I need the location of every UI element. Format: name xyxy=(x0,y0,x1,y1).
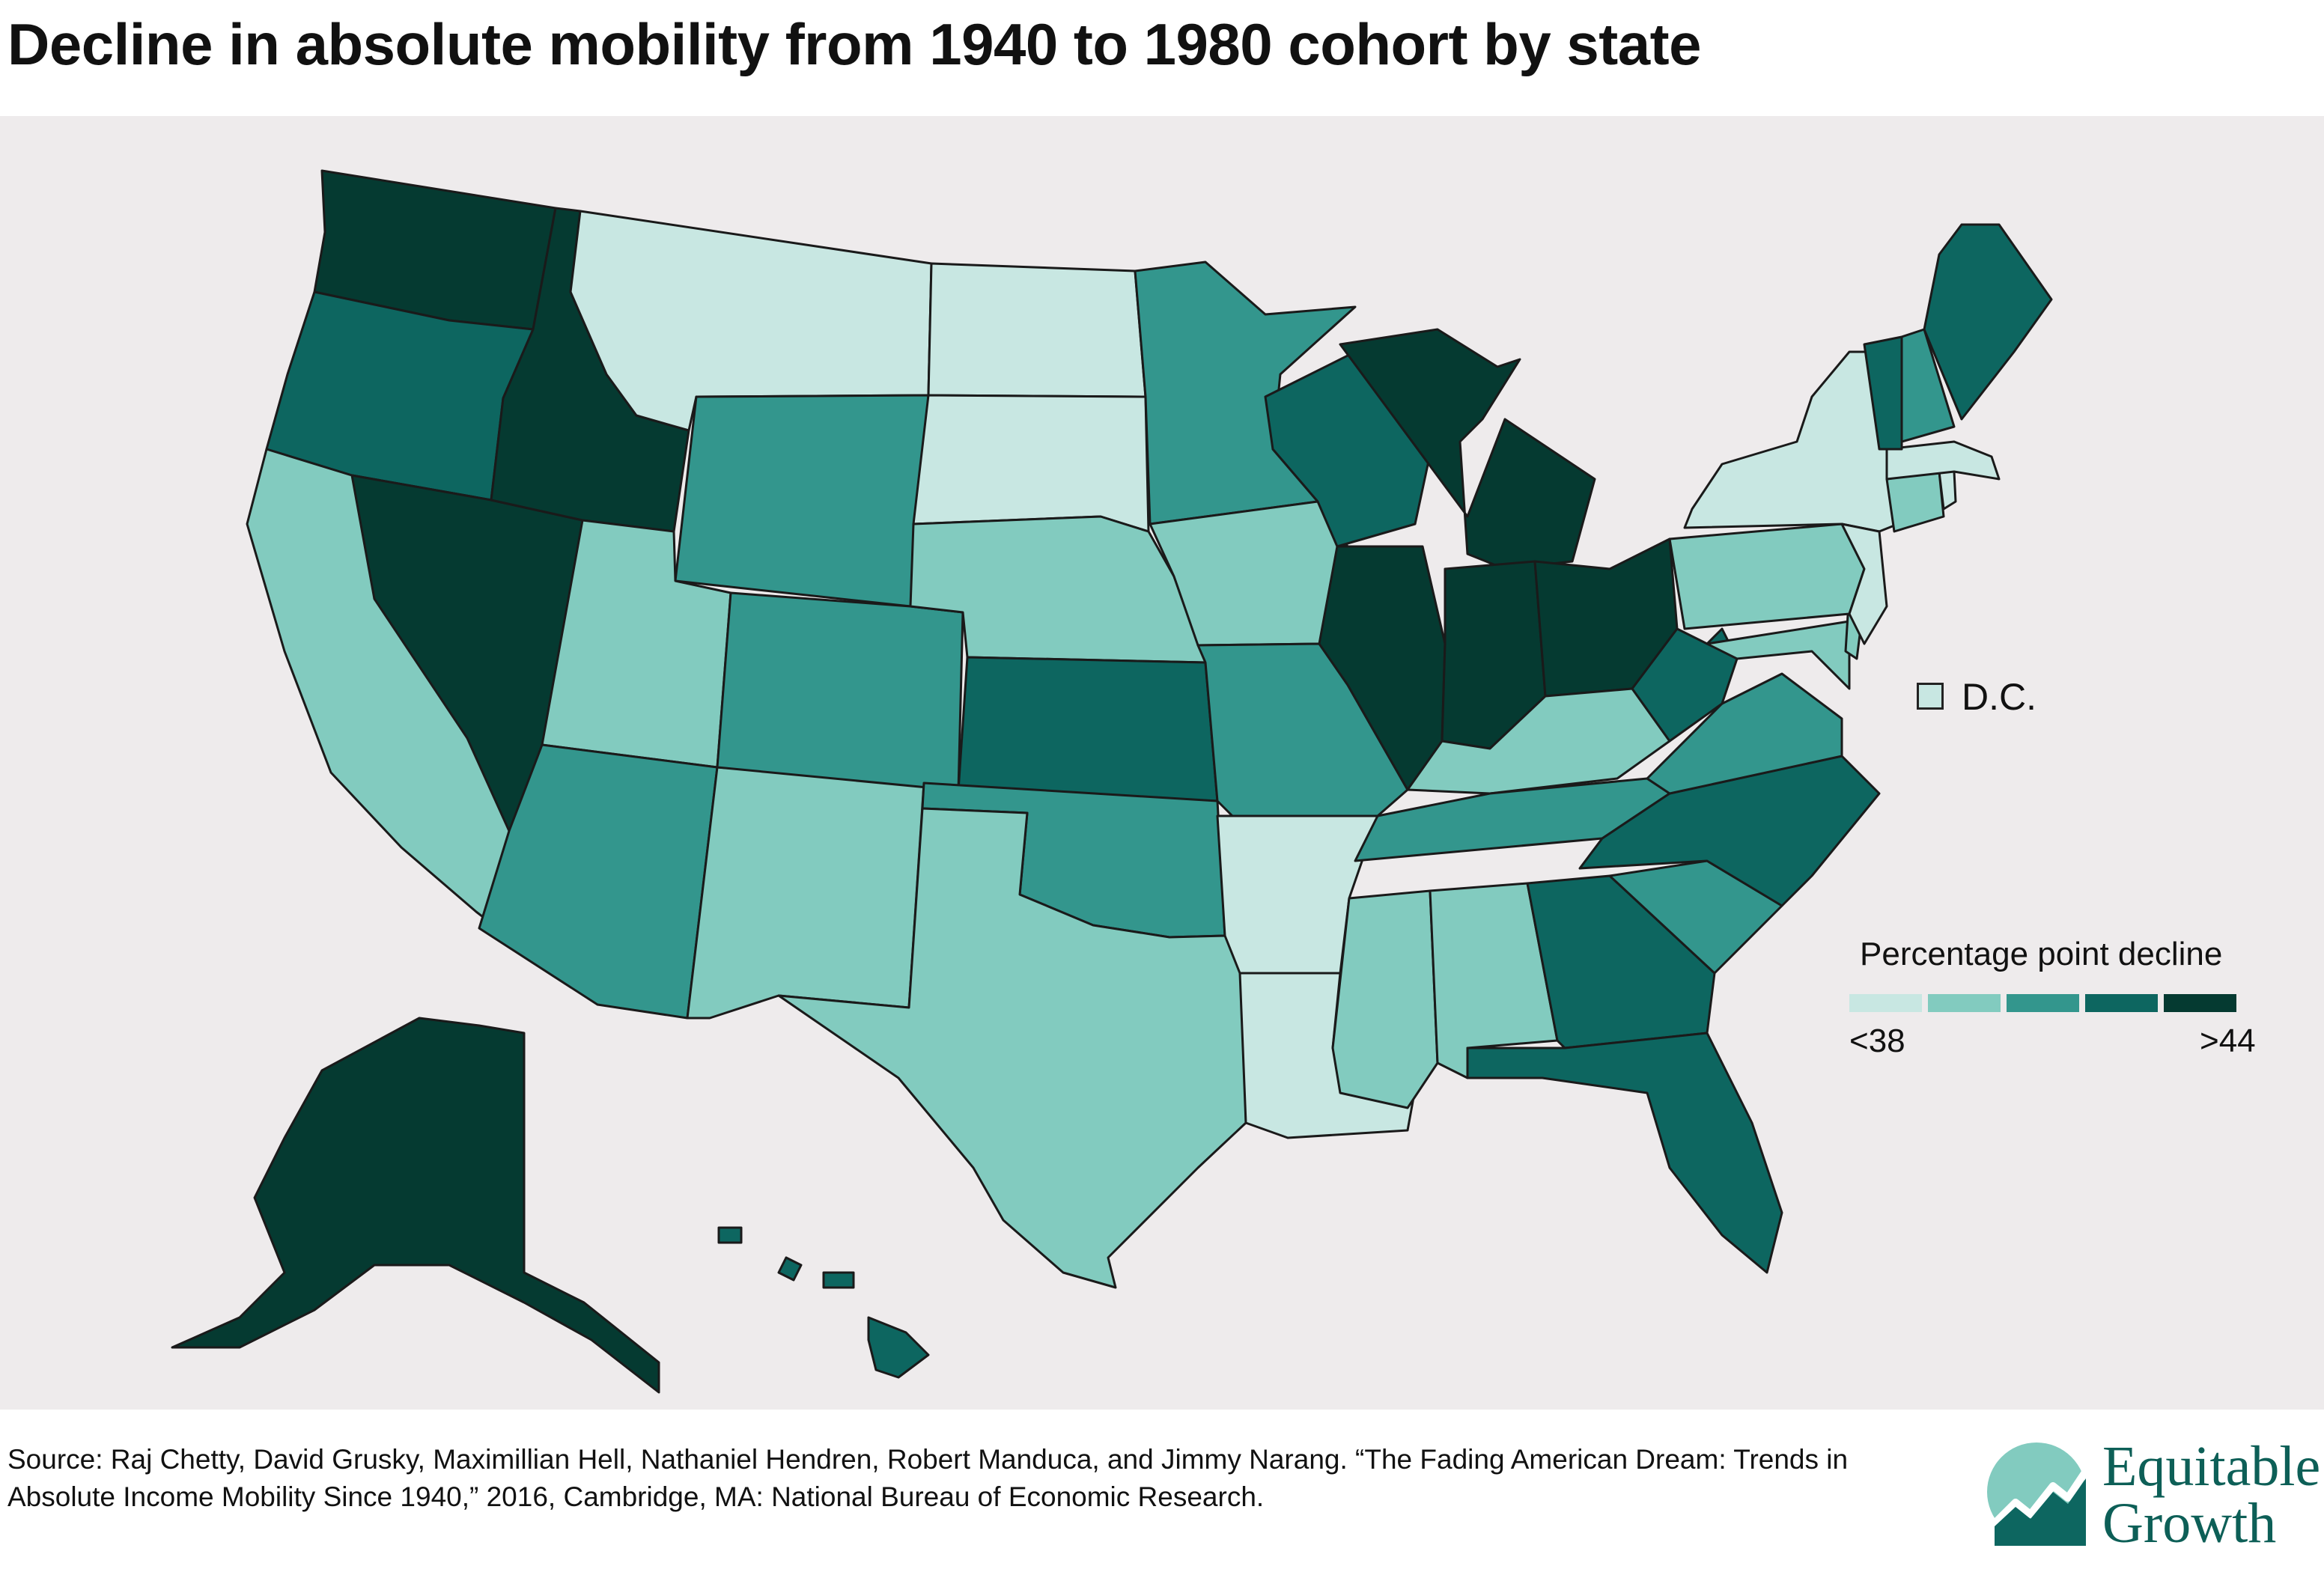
us-map xyxy=(171,169,2053,1394)
source-note: Source: Raj Chetty, David Grusky, Maximi… xyxy=(7,1444,1849,1512)
legend-swatch-5 xyxy=(2164,994,2236,1012)
state-nd xyxy=(927,262,1147,398)
state-vt xyxy=(1863,335,1903,451)
state-ks xyxy=(957,656,1219,802)
chart-title: Decline in absolute mobility from 1940 t… xyxy=(7,11,1701,77)
equitable-growth-logo: Equitable Growth xyxy=(1984,1434,2320,1561)
state-ak xyxy=(171,1017,660,1394)
state-co xyxy=(716,591,964,792)
state-nj xyxy=(1840,523,1888,645)
legend-title: Percentage point decline xyxy=(1860,936,2223,972)
legend-swatch-4 xyxy=(2085,994,2158,1012)
state-fl xyxy=(1466,1032,1783,1274)
state-nh xyxy=(1900,328,1956,443)
logo-line-1: Equitable xyxy=(2102,1435,2321,1498)
legend-high-label: >44 xyxy=(2200,1023,2256,1059)
logo-wordmark: Equitable Growth xyxy=(2102,1438,2320,1552)
state-pa xyxy=(1668,523,1866,630)
dc-swatch xyxy=(1917,683,1944,710)
legend-swatch-1 xyxy=(1849,994,1922,1012)
state-me xyxy=(1923,223,2053,421)
state-nm xyxy=(686,766,925,1020)
state-sd xyxy=(912,394,1150,533)
growth-chart-icon xyxy=(1987,1442,2090,1546)
state-wy xyxy=(674,394,930,608)
state-mi xyxy=(1339,328,1596,570)
state-ms xyxy=(1331,889,1439,1109)
logo-line-2: Growth xyxy=(2102,1492,2277,1555)
legend-swatch-3 xyxy=(2007,994,2079,1012)
state-md xyxy=(1706,620,1851,690)
state-tx xyxy=(777,807,1247,1289)
state-hi xyxy=(717,1226,930,1379)
legend-color-scale xyxy=(1849,994,2236,1012)
legend-swatch-2 xyxy=(1928,994,2001,1012)
state-ct xyxy=(1885,470,1945,533)
dc-label: D.C. xyxy=(1962,676,2036,718)
state-ma xyxy=(1885,440,2001,481)
legend-low-label: <38 xyxy=(1849,1023,1905,1059)
